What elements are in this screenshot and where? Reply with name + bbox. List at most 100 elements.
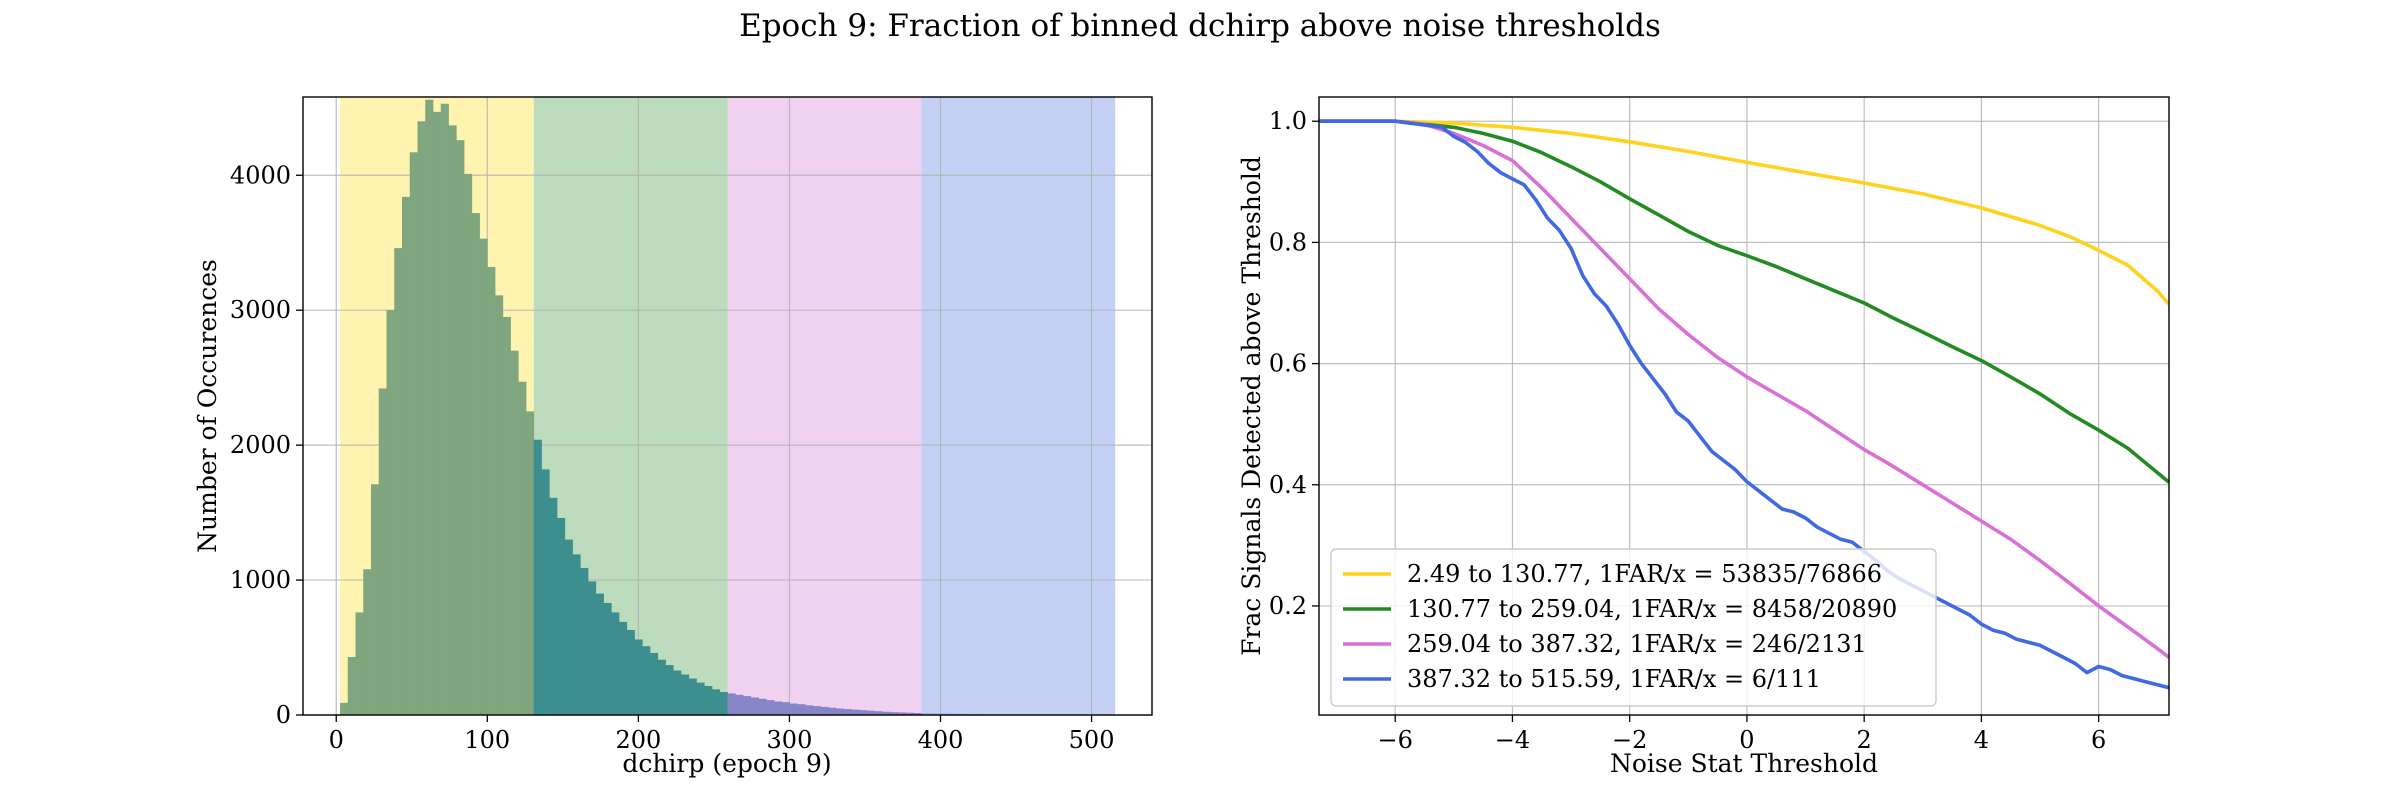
histogram-bar (626, 629, 635, 715)
legend: 2.49 to 130.77, 1FAR/x = 53835/76866 130.… (1330, 548, 1937, 707)
histogram-bar (835, 708, 845, 715)
histogram-bar (657, 659, 666, 715)
histogram-bar (727, 693, 736, 715)
line-x-tick-label: 2 (1857, 726, 1872, 754)
series-line-3 (1319, 119, 2171, 659)
histogram-bar (843, 709, 852, 715)
histogram-bar (789, 703, 798, 715)
line-x-tick-label: 4 (1974, 726, 1989, 754)
legend-entry: 387.32 to 515.59, 1FAR/x = 6/111 (1407, 665, 1821, 693)
histogram-bars (339, 99, 1116, 716)
histogram-bar (440, 103, 449, 716)
histogram-bar (487, 267, 496, 715)
histogram-bar (394, 248, 403, 715)
histogram-bar (339, 702, 349, 715)
histogram-bar (936, 713, 945, 715)
threshold-band-3 (727, 97, 922, 715)
histogram-bar (525, 411, 535, 715)
histogram-bar (580, 567, 589, 715)
histogram-bar (409, 152, 418, 716)
hist-x-tick-label: 300 (767, 726, 813, 754)
histogram-bar (921, 713, 930, 715)
histogram-bar (370, 484, 380, 715)
hist-x-tick-label: 100 (464, 726, 510, 754)
legend-entry: 2.49 to 130.77, 1FAR/x = 53835/76866 (1407, 560, 1882, 588)
histogram-bar (820, 706, 829, 715)
histogram-x-ticks: 0 100 200 300 400 500 (329, 715, 1114, 754)
histogram-bar (859, 710, 868, 715)
line-x-ticks: −6 −4 −2 0 2 4 6 (1378, 715, 2106, 754)
histogram-frame (302, 96, 1153, 716)
histogram-bar (866, 710, 876, 715)
line-y-axis-label: Frac Signals Detected above Threshold (1237, 156, 1266, 656)
hist-y-tick-label: 0 (276, 701, 291, 729)
histogram-bar (425, 99, 434, 716)
histogram-bar (719, 692, 728, 715)
line-y-tick-label: 0.6 (1269, 350, 1307, 378)
histogram-bar (634, 639, 643, 715)
histogram-bar (696, 682, 705, 715)
histogram-x-axis-label: dchirp (epoch 9) (622, 749, 831, 778)
line-frame (1318, 96, 2170, 716)
histogram-bar (797, 704, 806, 715)
hist-x-tick-label: 400 (918, 726, 964, 754)
histogram-bar (773, 701, 783, 715)
series-line-4 (1319, 119, 2170, 690)
legend-entry: 130.77 to 259.04, 1FAR/x = 8458/20890 (1407, 595, 1897, 623)
histogram-bar (603, 603, 612, 715)
series-line-1 (1319, 119, 2171, 306)
legend-box (1330, 548, 1937, 707)
histogram-bar (890, 712, 899, 715)
histogram-bar (401, 196, 411, 715)
histogram-bar (735, 694, 744, 715)
histogram-bar (897, 712, 907, 715)
figure-title: Epoch 9: Fraction of binned dchirp above… (739, 8, 1661, 44)
histogram-bar (804, 705, 814, 715)
histogram-bar (828, 707, 837, 715)
histogram-bar (556, 517, 566, 715)
histogram-bar (479, 238, 488, 716)
histogram-bar (572, 554, 581, 715)
histogram-bar (649, 652, 659, 715)
histogram-bar (518, 381, 527, 715)
histogram-bar (541, 469, 550, 715)
histogram-bar (665, 665, 674, 715)
histogram-bar (471, 213, 480, 715)
line-series (1319, 119, 2171, 690)
histogram-bar (587, 581, 597, 715)
histogram-bar (704, 685, 713, 715)
histogram-bar (781, 702, 790, 715)
hist-y-tick-label: 1000 (230, 566, 291, 594)
histogram-bar (611, 612, 620, 715)
legend-entry: 259.04 to 387.32, 1FAR/x = 246/2131 (1407, 630, 1867, 658)
line-y-tick-label: 0.2 (1269, 592, 1307, 620)
histogram-bar (618, 621, 628, 715)
histogram-bar (750, 697, 759, 715)
histogram-bar (347, 656, 356, 715)
hist-x-tick-label: 0 (329, 726, 344, 754)
line-x-tick-label: −6 (1378, 726, 1413, 754)
line-x-tick-label: −2 (1612, 726, 1647, 754)
histogram-bar (642, 646, 651, 715)
hist-x-tick-label: 200 (615, 726, 661, 754)
histogram-bar (502, 316, 511, 715)
histogram-bar (355, 612, 364, 715)
histogram-bar (905, 712, 914, 715)
histogram-bar (766, 700, 775, 715)
line-x-axis-label: Noise Stat Threshold (1610, 749, 1878, 778)
histogram-bar (882, 711, 891, 715)
histogram-bar (812, 706, 821, 715)
line-x-tick-label: −4 (1495, 726, 1530, 754)
histogram-bar (688, 678, 697, 715)
histogram-bar (448, 125, 457, 715)
histogram-bar (680, 674, 690, 715)
histogram-bar (533, 439, 542, 715)
detection-fraction-panel: −6 −4 −2 0 2 4 6 0.2 0.4 0.6 0.8 1.0 Noise Stat Th… (1237, 96, 2171, 778)
line-x-tick-label: 0 (1739, 726, 1754, 754)
threshold-band-4 (921, 97, 1116, 715)
histogram-bar (758, 698, 767, 715)
histogram-bar (378, 388, 387, 715)
histogram-bar (711, 689, 721, 715)
histogram-bar (363, 569, 372, 715)
